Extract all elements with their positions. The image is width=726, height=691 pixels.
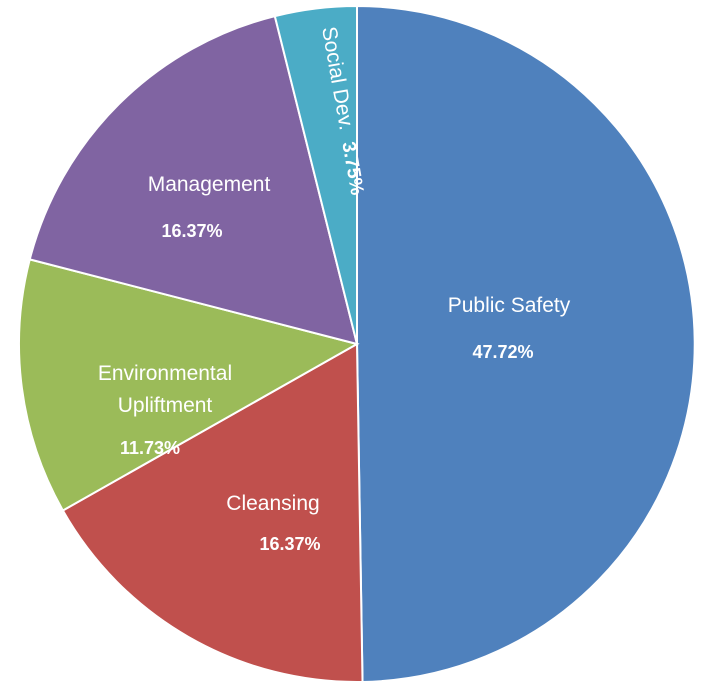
slice-value-cleansing: 16.37% xyxy=(259,534,320,554)
slice-label-environmental-upliftment: Environmental Upliftment xyxy=(98,362,232,417)
pie-slice-social-dev xyxy=(273,4,358,345)
pie-slice-environmental-upliftment xyxy=(18,258,360,512)
slice-label-public-safety: Public Safety xyxy=(448,294,571,317)
pie-slices xyxy=(18,4,696,683)
slice-label-management: Management xyxy=(148,173,271,196)
pie-slice-cleansing xyxy=(61,342,364,683)
slice-value-environmental-upliftment: 11.73% xyxy=(120,438,180,458)
slice-label-cleansing: Cleansing xyxy=(226,492,319,515)
slice-value-management: 16.37% xyxy=(161,221,222,241)
pie-slice-public-safety xyxy=(356,4,696,683)
pie-slice-management xyxy=(28,14,359,346)
slice-value-public-safety: 47.72% xyxy=(472,342,533,362)
